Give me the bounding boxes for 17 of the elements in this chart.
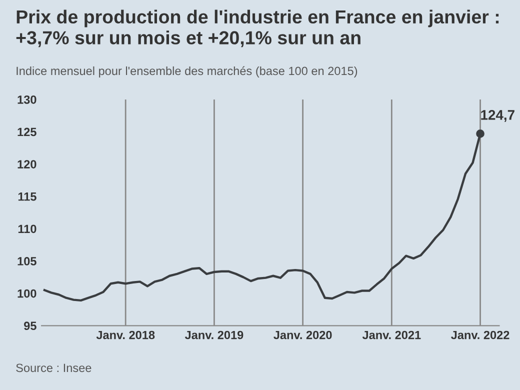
y-tick-label: 105 — [18, 257, 36, 266]
x-tick-label: Janv. 2020 — [274, 330, 332, 340]
y-tick-label: 120 — [18, 160, 36, 168]
x-tick-label: Janv. 2022 — [451, 330, 510, 340]
x-tick-label: Janv. 2019 — [184, 330, 244, 340]
annotation: 124,7 — [481, 110, 514, 122]
x-tick-label: Janv. 2018 — [96, 330, 155, 340]
y-tick-label: 110 — [18, 224, 36, 234]
y-tick-label: 100 — [18, 289, 36, 298]
source-note: Source : Insee — [16, 364, 92, 372]
x-tick-label: Janv. 2021 — [362, 330, 421, 340]
chart-title: Prix de production de l'industrie en France en janvier : +3,7% sur un mois et +20,1% sur un an — [16, 10, 499, 48]
chart-subtitle: Indice mensuel pour l'ensemble des marchés (base 100 en 2015) — [16, 66, 358, 78]
y-tick-label: 130 — [18, 95, 36, 104]
y-tick-label: 95 — [24, 322, 36, 330]
y-tick-label: 125 — [18, 128, 36, 136]
y-tick-label: 115 — [18, 192, 36, 201]
